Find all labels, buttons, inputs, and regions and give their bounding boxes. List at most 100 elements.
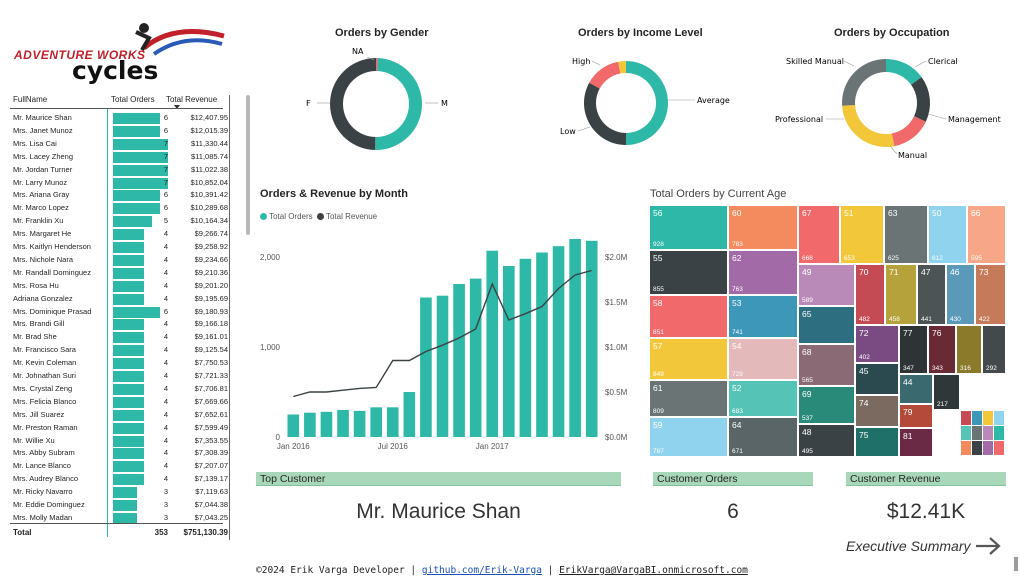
table-row[interactable]: Mr. Kevin Coleman 4 $7,750.53 [10, 357, 228, 370]
orders-bar[interactable] [469, 278, 482, 437]
gender-slice-m[interactable] [375, 58, 423, 150]
orders-bar[interactable] [420, 297, 432, 438]
occupation-slice-manual[interactable] [891, 116, 926, 147]
age-tile[interactable]: 48 495 [799, 425, 854, 456]
orders-bar[interactable] [370, 407, 382, 437]
table-row[interactable]: Mrs. Janet Munoz 6 $12,015.39 [10, 125, 228, 138]
gender-slice-na[interactable] [376, 58, 378, 72]
table-row[interactable]: Mr. Brad She 4 $9,161.01 [10, 331, 228, 344]
email-link[interactable]: ErikVarga@VargaBI.onmicrosoft.com [559, 565, 748, 576]
table-row[interactable]: Mrs. Dominique Prasad 6 $9,180.93 [10, 306, 228, 319]
table-row[interactable]: Mrs. Felicia Blanco 4 $7,669.66 [10, 396, 228, 409]
table-row[interactable]: Mr. Maurice Shan 6 $12,407.95 [10, 112, 228, 125]
table-row[interactable]: Mrs. Molly Madan 3 $7,043.25 [10, 512, 228, 525]
page-scroll-indicator[interactable] [1014, 557, 1018, 571]
age-tile[interactable]: 57 849 [650, 339, 727, 379]
age-tile[interactable]: 45 [856, 364, 898, 394]
age-tile-small[interactable] [961, 411, 971, 425]
occupation-donut-chart[interactable]: Skilled Manual Clerical Professional Man… [770, 40, 1010, 165]
orders-bar[interactable] [536, 252, 548, 438]
age-tile[interactable]: 54 729 [729, 339, 797, 379]
age-tile[interactable]: 46 430 [947, 265, 974, 324]
age-tile[interactable]: 58 851 [650, 296, 727, 337]
age-tile[interactable]: 76 343 [929, 326, 955, 373]
table-row[interactable]: Mrs. Lacey Zheng 7 $11,085.74 [10, 151, 228, 164]
orders-bar[interactable] [403, 392, 416, 437]
occupation-slice-clerical[interactable] [886, 59, 922, 85]
github-link[interactable]: github.com/Erik-Varga [421, 565, 542, 576]
age-tile[interactable]: 56 928 [650, 206, 727, 249]
age-tile-small[interactable] [961, 441, 971, 455]
age-tile[interactable]: 81 [900, 429, 932, 456]
table-row[interactable]: Mrs. Margaret He 4 $9,266.74 [10, 228, 228, 241]
age-tile-small[interactable] [983, 411, 993, 425]
table-row[interactable]: Mr. Francisco Sara 4 $9,125.54 [10, 344, 228, 357]
col-header-total-revenue[interactable]: Total Revenue [166, 95, 218, 104]
age-tile[interactable]: 70 482 [856, 265, 884, 324]
age-tile[interactable]: 67 668 [799, 206, 839, 263]
table-row[interactable]: Mrs. Ariana Gray 6 $10,391.42 [10, 189, 228, 202]
age-tile[interactable]: 51 653 [841, 206, 883, 263]
table-row[interactable]: Mr. Marco Lopez 6 $10,289.68 [10, 202, 228, 215]
age-tile-small[interactable] [972, 411, 982, 425]
table-row[interactable]: Mr. Lance Blanco 4 $7,207.07 [10, 460, 228, 473]
orders-bar[interactable] [386, 407, 399, 437]
table-row[interactable]: Mr. Randall Dominguez 4 $9,210.36 [10, 267, 228, 280]
orders-bar[interactable] [337, 410, 349, 437]
table-scrollbar[interactable] [246, 95, 250, 235]
gender-donut-chart[interactable]: NA F M [295, 40, 465, 160]
age-tile[interactable]: 49 589 [799, 265, 854, 305]
orders-bar[interactable] [569, 239, 581, 437]
income-donut-chart[interactable]: High Low Average [555, 40, 735, 160]
age-tile-small[interactable] [994, 426, 1004, 440]
age-tile[interactable]: 53 741 [729, 296, 797, 337]
age-tile[interactable]: 74 [856, 396, 898, 426]
age-tile[interactable]: 52 683 [729, 381, 797, 416]
age-tile[interactable]: 44 [900, 375, 932, 403]
age-tile[interactable]: 217 [934, 375, 959, 409]
age-tile[interactable]: 73 422 [976, 265, 1005, 324]
table-row[interactable]: Mrs. Abby Subram 4 $7,308.39 [10, 447, 228, 460]
table-row[interactable]: Mr. Willie Xu 4 $7,353.55 [10, 435, 228, 448]
table-row[interactable]: Adriana Gonzalez 4 $9,195.69 [10, 293, 228, 306]
age-tile[interactable]: 60 783 [729, 206, 797, 249]
occupation-slice-management[interactable] [911, 77, 930, 122]
age-tile[interactable]: 47 441 [918, 265, 945, 324]
age-tile[interactable]: 77 347 [900, 326, 927, 373]
table-row[interactable]: Mr. Jordan Turner 7 $11,022.38 [10, 164, 228, 177]
table-row[interactable]: Mrs. Crystal Zeng 4 $7,706.81 [10, 383, 228, 396]
orders-bar[interactable] [552, 246, 565, 437]
table-row[interactable]: Mr. Eddie Dominguez 3 $7,044.38 [10, 499, 228, 512]
table-row[interactable]: Mrs. Kaitlyn Henderson 4 $9,258.92 [10, 241, 228, 254]
orders-bar[interactable] [503, 266, 515, 437]
orders-bar[interactable] [353, 410, 366, 437]
age-tile[interactable]: 64 671 [729, 418, 797, 456]
orders-bar[interactable] [519, 258, 532, 437]
age-tile[interactable]: 71 458 [886, 265, 916, 324]
income-slice-extra[interactable] [618, 61, 626, 74]
table-row[interactable]: Mr. Larry Munoz 7 $10,852.04 [10, 177, 228, 190]
table-row[interactable]: Mr. Franklin Xu 5 $10,164.34 [10, 215, 228, 228]
age-tile[interactable]: 59 787 [650, 418, 727, 456]
orders-bar[interactable] [585, 240, 598, 437]
age-tile-small[interactable] [994, 441, 1004, 455]
age-tile[interactable]: 292 [983, 326, 1005, 373]
age-tile-small[interactable] [961, 426, 971, 440]
col-header-fullname[interactable]: FullName [13, 95, 48, 104]
occupation-slice-professional[interactable] [842, 104, 895, 147]
occupation-slice-skilled-manual[interactable] [842, 59, 886, 106]
table-row[interactable]: Mrs. Jill Suarez 4 $7,652.61 [10, 409, 228, 422]
age-tile-small[interactable] [983, 426, 993, 440]
orders-bar[interactable] [320, 411, 333, 437]
gender-slice-f[interactable] [329, 58, 376, 150]
age-tile[interactable]: 66 595 [968, 206, 1005, 263]
table-row[interactable]: Mrs. Nichole Nara 4 $9,234.66 [10, 254, 228, 267]
age-tile[interactable]: 65 [799, 307, 854, 343]
age-tile-small[interactable] [983, 441, 993, 455]
age-tile[interactable]: 50 612 [929, 206, 966, 263]
orders-revenue-combo-chart[interactable]: 0 1,000 2,000 $0.0M $0.5M $1.0M $1.5M $2.0M Jan … [255, 222, 640, 457]
age-treemap[interactable]: 56 928 60 783 67 668 51 653 63 625 50 612 66 595 55 855… [650, 206, 1005, 456]
table-row[interactable]: Mrs. Rosa Hu 4 $9,201.20 [10, 280, 228, 293]
age-tile[interactable]: 62 763 [729, 251, 797, 294]
age-tile[interactable]: 55 855 [650, 251, 727, 294]
